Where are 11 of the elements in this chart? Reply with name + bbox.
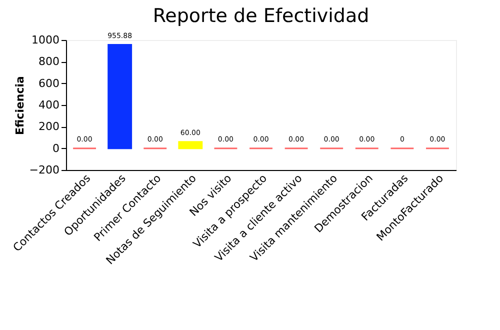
y-tick-label: 200 [38,120,60,134]
bar [178,141,203,150]
y-tick-label: 600 [38,76,60,90]
y-tick-label: 400 [38,98,60,112]
bar [108,44,132,150]
chart-title: Reporte de Efectividad [152,4,370,27]
y-tick-label: 800 [38,55,60,68]
y-tick-label: 0 [52,142,60,155]
y-tick-label: −200 [29,164,60,176]
y-axis-title: Eficiencia [13,76,26,135]
y-tick-label: 1000 [32,34,60,46]
